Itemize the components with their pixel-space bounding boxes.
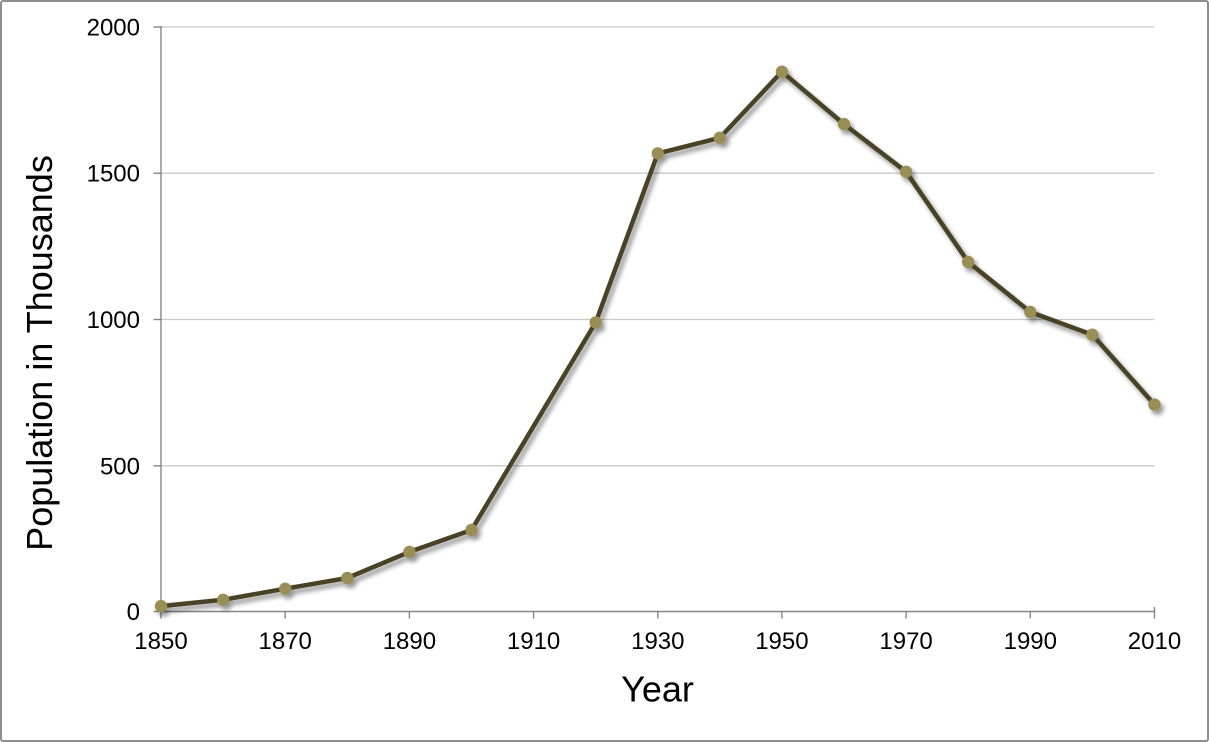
svg-text:1850: 1850 bbox=[134, 628, 187, 655]
svg-text:1950: 1950 bbox=[755, 628, 808, 655]
svg-text:1000: 1000 bbox=[87, 307, 140, 334]
svg-text:1990: 1990 bbox=[1004, 628, 1057, 655]
svg-text:0: 0 bbox=[127, 599, 140, 626]
svg-text:2010: 2010 bbox=[1128, 628, 1181, 655]
svg-text:1870: 1870 bbox=[259, 628, 312, 655]
svg-text:1930: 1930 bbox=[631, 628, 684, 655]
svg-text:2000: 2000 bbox=[87, 15, 140, 42]
svg-text:1910: 1910 bbox=[507, 628, 560, 655]
svg-text:500: 500 bbox=[100, 453, 140, 480]
svg-text:Population in Thousands: Population in Thousands bbox=[19, 155, 60, 551]
svg-text:Year: Year bbox=[621, 669, 694, 710]
svg-text:1890: 1890 bbox=[383, 628, 436, 655]
svg-text:1970: 1970 bbox=[879, 628, 932, 655]
svg-text:1500: 1500 bbox=[87, 161, 140, 188]
